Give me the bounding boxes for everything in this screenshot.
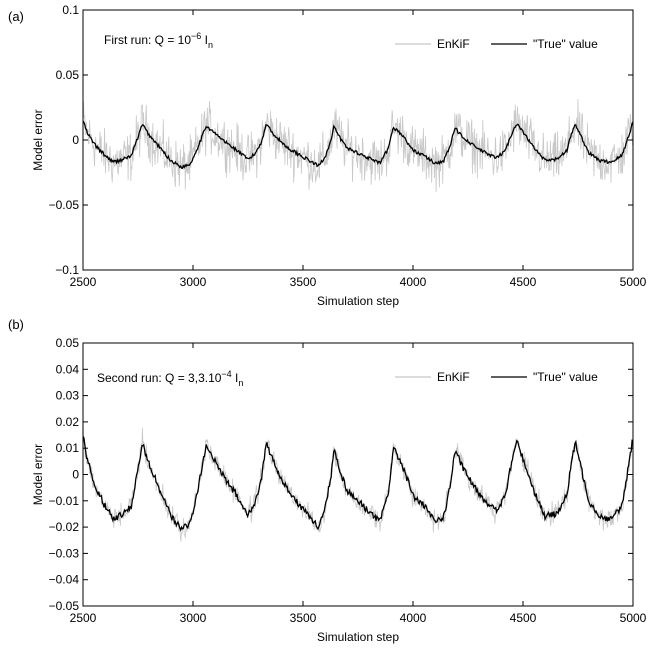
y-tick-label: −0.05 xyxy=(49,198,80,212)
y-tick-label: 0.04 xyxy=(56,362,80,376)
y-tick-label: 0.05 xyxy=(56,68,80,82)
x-tick-label: 3500 xyxy=(290,611,317,625)
series-true-value-line xyxy=(83,436,633,532)
legend-label-enkif: EnKiF xyxy=(437,370,470,384)
x-tick-label: 4500 xyxy=(510,611,537,625)
x-tick-label: 2500 xyxy=(70,611,97,625)
y-tick-label: −0.04 xyxy=(49,573,80,587)
annotation-suffix: I xyxy=(201,33,208,47)
annotation-text: First run: Q = 10 xyxy=(104,33,191,47)
legend-label-enkif: EnKiF xyxy=(437,37,470,51)
y-axis-label: Model error xyxy=(31,109,45,170)
run-annotation: Second run: Q = 3,3.10−4 In xyxy=(97,369,243,388)
x-tick-label: 3000 xyxy=(180,611,207,625)
legend-label-true-value: "True" value xyxy=(533,37,598,51)
x-tick-label: 4000 xyxy=(400,611,427,625)
panel-label: (b) xyxy=(8,317,24,332)
x-axis-label: Simulation step xyxy=(317,294,399,308)
series-enkif-line xyxy=(83,425,633,542)
y-tick-label: 0.01 xyxy=(56,441,80,455)
y-tick-label: 0.03 xyxy=(56,389,80,403)
x-tick-label: 3000 xyxy=(180,275,207,289)
x-tick-label: 5000 xyxy=(620,611,647,625)
y-axis-label: Model error xyxy=(31,444,45,505)
x-tick-label: 2500 xyxy=(70,275,97,289)
y-tick-label: 0.1 xyxy=(62,3,79,17)
series-true-value-line xyxy=(83,120,633,170)
annotation-text: Second run: Q = 3,3.10 xyxy=(97,371,222,385)
y-tick-label: 0 xyxy=(72,133,79,147)
x-tick-label: 4500 xyxy=(510,275,537,289)
panel-b: (b) 2500 3000 3500 4000 4500 5000 −0.05 −0.04 −0.… xyxy=(8,317,647,644)
x-tick-label: 4000 xyxy=(400,275,427,289)
series-enkif-line xyxy=(83,99,633,193)
legend-label-true-value: "True" value xyxy=(533,370,598,384)
annotation-suffix: I xyxy=(232,371,239,385)
x-tick-label: 5000 xyxy=(620,275,647,289)
y-tick-label: 0.02 xyxy=(56,415,80,429)
x-axis-label: Simulation step xyxy=(317,630,399,644)
y-tick-label: 0.05 xyxy=(56,336,80,350)
x-tick-label: 3500 xyxy=(290,275,317,289)
panel-label: (a) xyxy=(8,9,24,24)
run-annotation: First run: Q = 10−6 In xyxy=(104,31,213,50)
annotation-subscript: n xyxy=(238,378,243,388)
annotation-subscript: n xyxy=(208,40,213,50)
y-tick-label: −0.03 xyxy=(49,546,80,560)
annotation-exponent: −4 xyxy=(221,369,231,379)
y-tick-label: 0 xyxy=(72,468,79,482)
y-tick-label: −0.02 xyxy=(49,520,80,534)
panel-a: (a) 2500 3000 3500 4000 4500 5000 −0.1 −0.05 0 0.0… xyxy=(8,3,647,308)
y-tick-label: −0.1 xyxy=(55,263,79,277)
y-tick-label: −0.01 xyxy=(49,494,80,508)
annotation-exponent: −6 xyxy=(191,31,201,41)
y-tick-label: −0.05 xyxy=(49,599,80,613)
